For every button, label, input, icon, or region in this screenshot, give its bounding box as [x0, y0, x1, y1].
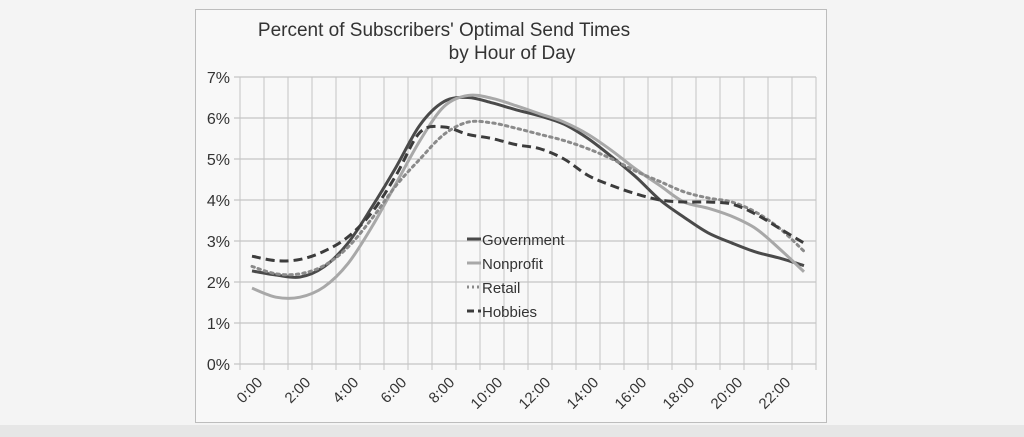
legend-label-government: Government [482, 232, 565, 249]
y-tick-label: 6% [207, 111, 230, 128]
series-line-nonprofit [251, 93, 806, 300]
y-tick-label: 7% [207, 70, 230, 87]
series-line-government [251, 95, 805, 279]
legend-label-hobbies: Hobbies [482, 304, 537, 321]
y-tick-label: 3% [207, 234, 230, 251]
chart-title-line-1: Percent of Subscribers' Optimal Send Tim… [258, 20, 630, 41]
y-tick-label: 1% [207, 316, 230, 333]
legend-label-retail: Retail [482, 280, 520, 297]
chart-title-line-2: by Hour of Day [449, 43, 576, 64]
y-tick-label: 2% [207, 275, 230, 292]
y-tick-label: 5% [207, 152, 230, 169]
series-line-hobbies [251, 124, 805, 263]
series-line-retail [250, 119, 806, 277]
y-tick-label: 0% [207, 357, 230, 374]
chart-frame [195, 9, 827, 423]
y-tick-label: 4% [207, 193, 230, 210]
legend-label-nonprofit: Nonprofit [482, 256, 544, 273]
window-bottom-band [0, 425, 1024, 437]
